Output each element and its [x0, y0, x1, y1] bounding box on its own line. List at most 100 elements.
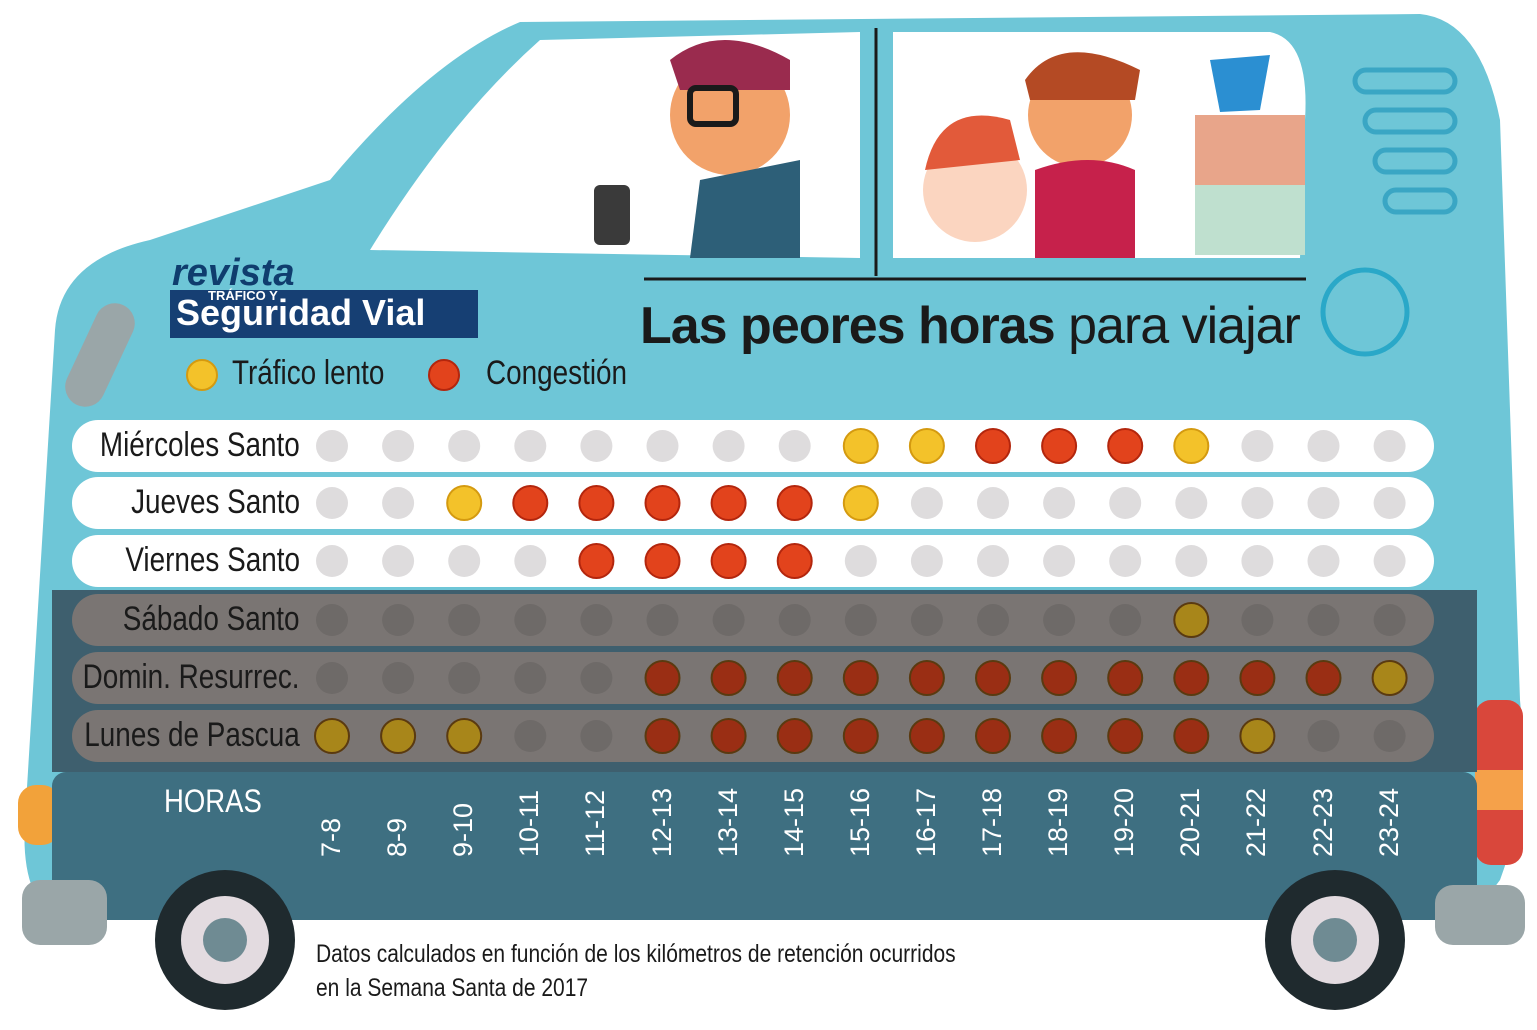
- legend-congestion-dot: [428, 359, 460, 391]
- row-background: [72, 652, 1434, 704]
- dot-none: [1109, 487, 1142, 519]
- dot-none: [1307, 487, 1340, 519]
- dot-none: [1109, 545, 1142, 577]
- hour-tick-label: 21-22: [1241, 787, 1272, 857]
- dot-slow-traffic: [1239, 718, 1276, 754]
- logo-revista: revista: [172, 252, 295, 294]
- dot-congestion: [644, 543, 681, 579]
- row-label: Miércoles Santo: [100, 426, 300, 464]
- dot-slow-traffic: [842, 485, 879, 521]
- beach-bucket: [1210, 55, 1270, 112]
- dot-congestion: [975, 718, 1011, 754]
- dot-none: [382, 487, 415, 519]
- dot-none: [514, 430, 547, 462]
- dot-none: [712, 430, 745, 462]
- dot-none: [448, 604, 481, 636]
- dot-slow-traffic: [380, 718, 417, 754]
- dot-none: [1241, 604, 1274, 636]
- legend-slow-dot: [186, 359, 218, 391]
- dot-none: [514, 662, 547, 694]
- row-background: [72, 535, 1434, 587]
- dot-congestion: [1305, 660, 1342, 696]
- dot-none: [1307, 545, 1340, 577]
- dot-none: [1373, 604, 1406, 636]
- hour-tick-label: 8-9: [382, 817, 413, 857]
- rear-bumper: [1435, 885, 1525, 945]
- x-axis-title: HORAS: [164, 783, 262, 819]
- hour-tick-label: 16-17: [910, 787, 941, 857]
- dot-congestion: [512, 485, 549, 521]
- logo-seguridad-vial: Seguridad Vial: [176, 292, 426, 333]
- hour-tick-label: 23-24: [1373, 787, 1404, 857]
- dot-congestion: [776, 660, 813, 696]
- dot-slow-traffic: [446, 485, 483, 521]
- dot-congestion: [1041, 660, 1078, 696]
- row-background: [72, 420, 1434, 472]
- dot-none: [977, 545, 1009, 577]
- hour-tick-label: 17-18: [977, 787, 1007, 857]
- legend-congestion-label: Congestión: [486, 354, 628, 392]
- front-bumper: [22, 880, 107, 945]
- dot-none: [844, 545, 877, 577]
- dot-none: [1043, 545, 1076, 577]
- dot-congestion: [644, 660, 681, 696]
- dot-congestion: [644, 718, 681, 754]
- dot-congestion: [908, 660, 945, 696]
- hour-tick-label: 20-21: [1175, 787, 1206, 857]
- dot-slow-traffic: [1173, 602, 1210, 638]
- hour-tick-label: 7-8: [316, 817, 346, 857]
- hour-tick-label: 12-13: [646, 787, 677, 857]
- dot-none: [316, 487, 348, 519]
- row-label: Viernes Santo: [125, 541, 300, 579]
- dot-none: [778, 430, 811, 462]
- row-label: Domin. Resurrec.: [83, 658, 300, 696]
- dot-congestion: [1041, 718, 1078, 754]
- dot-none: [580, 720, 613, 752]
- row-label: Jueves Santo: [131, 483, 300, 521]
- title-bold: Las peores horas: [640, 297, 1056, 355]
- dot-congestion: [710, 660, 747, 696]
- dot-slow-traffic: [842, 428, 879, 464]
- dot-none: [580, 662, 613, 694]
- dot-none: [1307, 604, 1340, 636]
- dot-congestion: [710, 543, 747, 579]
- legend-slow-label: Tráfico lento: [232, 354, 385, 392]
- dot-none: [514, 720, 547, 752]
- dot-slow-traffic: [1173, 428, 1210, 464]
- dot-none: [1241, 430, 1274, 462]
- dot-congestion: [1107, 660, 1144, 696]
- logo-background: [170, 290, 478, 338]
- dot-none: [1043, 487, 1076, 519]
- hour-tick-label: 15-16: [844, 787, 875, 857]
- dot-congestion: [1041, 428, 1078, 464]
- front-light: [18, 785, 60, 845]
- dot-none: [448, 662, 481, 694]
- dot-congestion: [842, 660, 879, 696]
- dot-congestion: [908, 718, 945, 754]
- dot-congestion: [842, 718, 879, 754]
- dot-none: [382, 430, 415, 462]
- dot-slow-traffic: [1371, 660, 1408, 696]
- dot-none: [382, 662, 415, 694]
- hour-tick-label: 11-12: [580, 789, 611, 857]
- footnote-line1: Datos calculados en función de los kilóm…: [316, 940, 956, 968]
- row-label: Sábado Santo: [123, 600, 300, 638]
- dot-none: [448, 545, 481, 577]
- dot-none: [646, 604, 679, 636]
- hour-tick-label: 10-11: [514, 789, 545, 857]
- dot-congestion: [1239, 660, 1276, 696]
- dot-none: [646, 430, 679, 462]
- dot-none: [778, 604, 811, 636]
- dot-congestion: [1107, 718, 1144, 754]
- dot-slow-traffic: [908, 428, 945, 464]
- hour-tick-label: 22-23: [1307, 787, 1338, 857]
- chart-title: Las peores horas para viajar: [640, 296, 1301, 356]
- dot-congestion: [776, 543, 813, 579]
- dot-congestion: [975, 428, 1011, 464]
- dot-congestion: [776, 718, 813, 754]
- dot-none: [514, 604, 547, 636]
- dot-none: [1175, 545, 1208, 577]
- title-light: para viajar: [1068, 297, 1301, 355]
- dot-slow-traffic: [314, 718, 350, 754]
